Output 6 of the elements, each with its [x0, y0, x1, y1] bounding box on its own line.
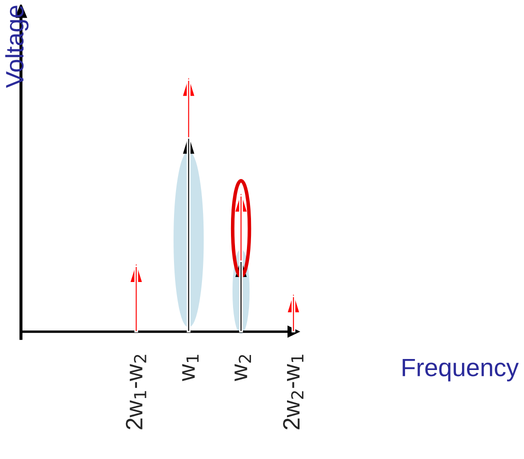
x-axis-title: Frequency	[402, 358, 519, 382]
x-tick-label: 2w$_{1}$-w$_{2}$	[126, 354, 146, 430]
y-axis-title: Voltage	[5, 6, 29, 88]
x-tick-label: 2w$_{2}$-w$_{1}$	[283, 354, 304, 430]
x-tick-label: w$_{1}$	[182, 354, 199, 382]
x-tick-label: w$_{2}$	[234, 355, 251, 382]
